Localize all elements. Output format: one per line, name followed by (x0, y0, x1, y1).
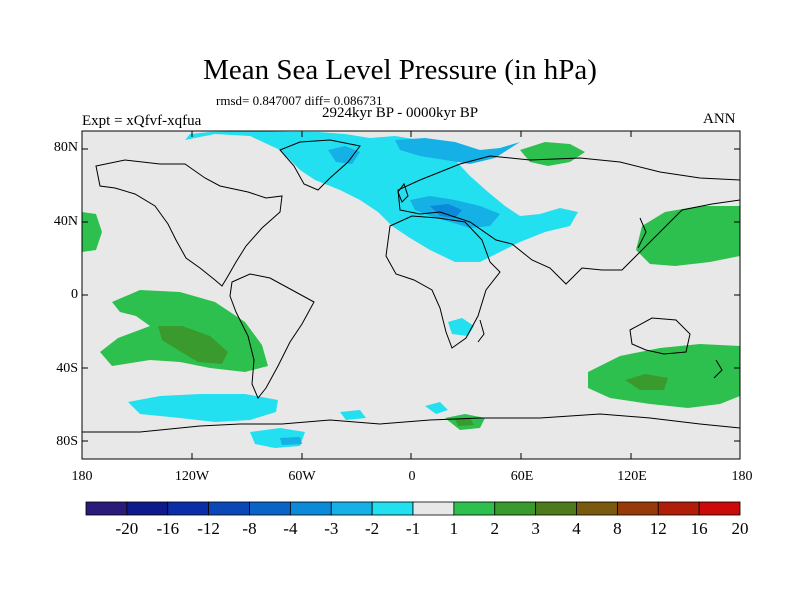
chart-title: Mean Sea Level Pressure (in hPa) (203, 54, 597, 86)
colorbar-label: 12 (649, 519, 667, 538)
colorbar-swatch (289, 501, 332, 516)
greenland-coast (279, 139, 361, 191)
colorbar-label: -4 (283, 519, 298, 538)
colorbar-label: 1 (449, 519, 459, 538)
map-panel (82, 131, 740, 459)
colorbar-swatch (167, 501, 210, 516)
lat-tick-40n: 40N (53, 214, 78, 229)
colorbar-label: -2 (365, 519, 380, 538)
colorbar-label: -3 (324, 519, 339, 538)
australia-coast (629, 317, 691, 355)
colorbar (85, 501, 741, 516)
colorbar-swatch (126, 501, 169, 516)
colorbar-swatch (453, 501, 496, 516)
colorbar-swatch (616, 501, 659, 516)
colorbar-swatch (371, 501, 414, 516)
eurasia-coast (397, 155, 740, 285)
colorbar-label: -12 (197, 519, 220, 538)
stats-text: rmsd= 0.847007 diff= 0.086731 (216, 93, 383, 108)
colorbar-swatch (698, 501, 741, 516)
colorbar-label: 20 (731, 519, 749, 538)
lon-tick-60w: 60W (288, 469, 316, 484)
colorbar-swatch (85, 501, 128, 516)
colorbar-swatch (535, 501, 577, 516)
positive-anomaly-fields (82, 142, 740, 430)
colorbar-label: 2 (490, 519, 500, 538)
japan-coast (637, 217, 647, 249)
coastlines (82, 139, 740, 433)
north-america-coast (95, 159, 283, 287)
colorbar-label: -16 (156, 519, 180, 538)
lon-tick-180w: 180 (71, 469, 93, 484)
colorbar-swatch (208, 501, 250, 516)
colorbar-label: -8 (242, 519, 257, 538)
lon-tick-180e: 180 (731, 469, 753, 484)
colorbar-swatch (657, 501, 700, 516)
lat-tick-80n: 80N (53, 140, 78, 155)
south-america-coast (229, 273, 315, 399)
colorbar-swatch (576, 501, 618, 516)
lat-tick-0: 0 (71, 287, 78, 302)
lon-tick-60e: 60E (510, 469, 534, 484)
colorbar-label: 4 (572, 519, 581, 538)
colorbar-label: 3 (531, 519, 540, 538)
colorbar-swatch (249, 501, 291, 516)
axis-ticks (82, 131, 740, 459)
antarctica-coast (82, 413, 740, 433)
colorbar-label: -20 (115, 519, 139, 538)
lon-tick-0: 0 (408, 469, 416, 484)
lat-tick-40s: 40S (56, 361, 78, 376)
madagascar-coast (477, 319, 485, 343)
uk-coast (397, 182, 409, 203)
experiment-label: Expt = xQfvf-xqfua (82, 113, 202, 129)
period-text: 2924kyr BP - 0000kyr BP (322, 105, 479, 121)
colorbar-swatch (330, 501, 373, 516)
colorbar-swatch (494, 501, 537, 516)
season-label: ANN (703, 111, 736, 127)
colorbar-label: -1 (405, 519, 421, 538)
colorbar-swatch (412, 501, 455, 516)
colorbar-label: 8 (613, 519, 622, 538)
africa-coast (385, 215, 501, 349)
lon-tick-120e: 120E (617, 469, 647, 484)
new-zealand-coast (713, 359, 723, 379)
lat-tick-80s: 80S (56, 434, 78, 449)
lon-tick-120w: 120W (174, 469, 210, 484)
colorbar-label: 16 (690, 519, 708, 538)
